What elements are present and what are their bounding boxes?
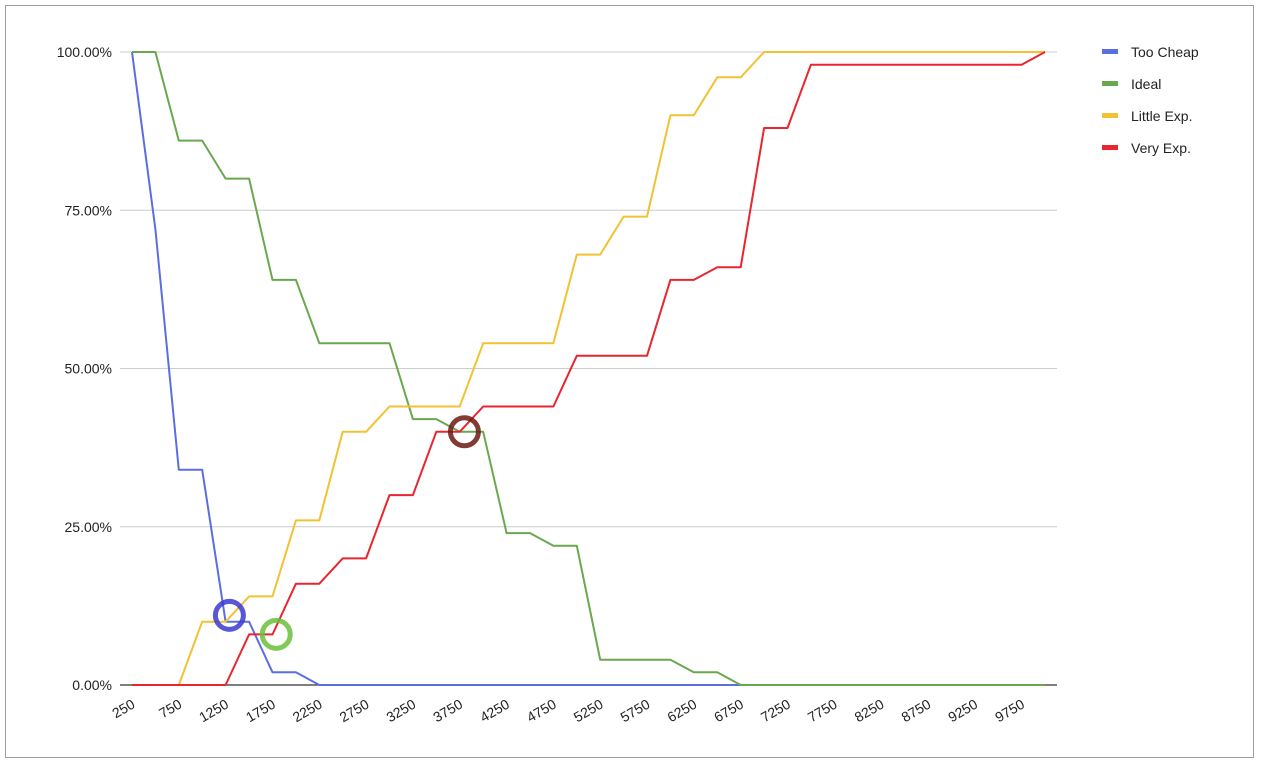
x-tick-label: 5250: [571, 696, 606, 726]
x-tick-label: 3250: [383, 696, 418, 726]
series-lines: [131, 51, 1046, 686]
x-tick-label: 6750: [711, 696, 746, 726]
very-exp-intersection-circle: [447, 415, 481, 449]
x-tick-label: 5750: [618, 696, 653, 726]
x-tick-label: 250: [109, 696, 137, 722]
legend-label-too-cheap: Too Cheap: [1131, 44, 1199, 60]
legend-label-ideal: Ideal: [1131, 76, 1161, 92]
x-tick-label: 8250: [852, 696, 887, 726]
x-tick-label: 2250: [290, 696, 325, 726]
gridlines: [120, 51, 1057, 686]
ideal-intersection-circle: [259, 617, 293, 651]
x-tick-label: 7250: [758, 696, 793, 726]
x-tick-label: 750: [156, 696, 184, 722]
x-tick-label: 7750: [805, 696, 840, 726]
x-tick-label: 3750: [430, 696, 465, 726]
legend-label-very-exp: Very Exp.: [1131, 140, 1191, 156]
legend-swatch-ideal: [1102, 81, 1118, 86]
y-tick-label: 0.00%: [72, 677, 112, 693]
annotations: [212, 415, 481, 651]
series-line-ideal: [132, 51, 1045, 686]
legend-swatch-too-cheap: [1102, 49, 1118, 54]
legend: Too Cheap Ideal Little Exp. Very Exp.: [1102, 44, 1199, 156]
x-tick-label: 9250: [945, 696, 980, 726]
legend-label-little-exp: Little Exp.: [1131, 108, 1192, 124]
x-tick-label: 2750: [337, 696, 372, 726]
x-tick-label: 1750: [243, 696, 278, 726]
y-tick-label: 50.00%: [65, 361, 112, 377]
x-tick-label: 6250: [664, 696, 699, 726]
x-tick-label: 9750: [992, 696, 1027, 726]
y-tick-label: 75.00%: [65, 202, 112, 218]
y-axis-ticks: 0.00% 25.00% 50.00% 75.00% 100.00%: [57, 44, 112, 693]
x-axis-ticks: 250 750 1250 1750 2250 2750 3250 3750 4250 4750 52…: [109, 696, 1027, 726]
legend-swatch-little-exp: [1102, 113, 1118, 118]
series-line-very-exp: [132, 51, 1046, 686]
x-tick-label: 8750: [898, 696, 933, 726]
x-tick-label: 1250: [196, 696, 231, 726]
chart-frame: [5, 5, 1254, 758]
y-tick-label: 100.00%: [57, 44, 112, 60]
x-tick-label: 4250: [477, 696, 512, 726]
y-tick-label: 25.00%: [65, 519, 112, 535]
x-tick-label: 4750: [524, 696, 559, 726]
legend-swatch-very-exp: [1102, 145, 1118, 150]
too-cheap-intersection-circle: [212, 598, 246, 632]
series-line-little-exp: [132, 51, 1045, 686]
